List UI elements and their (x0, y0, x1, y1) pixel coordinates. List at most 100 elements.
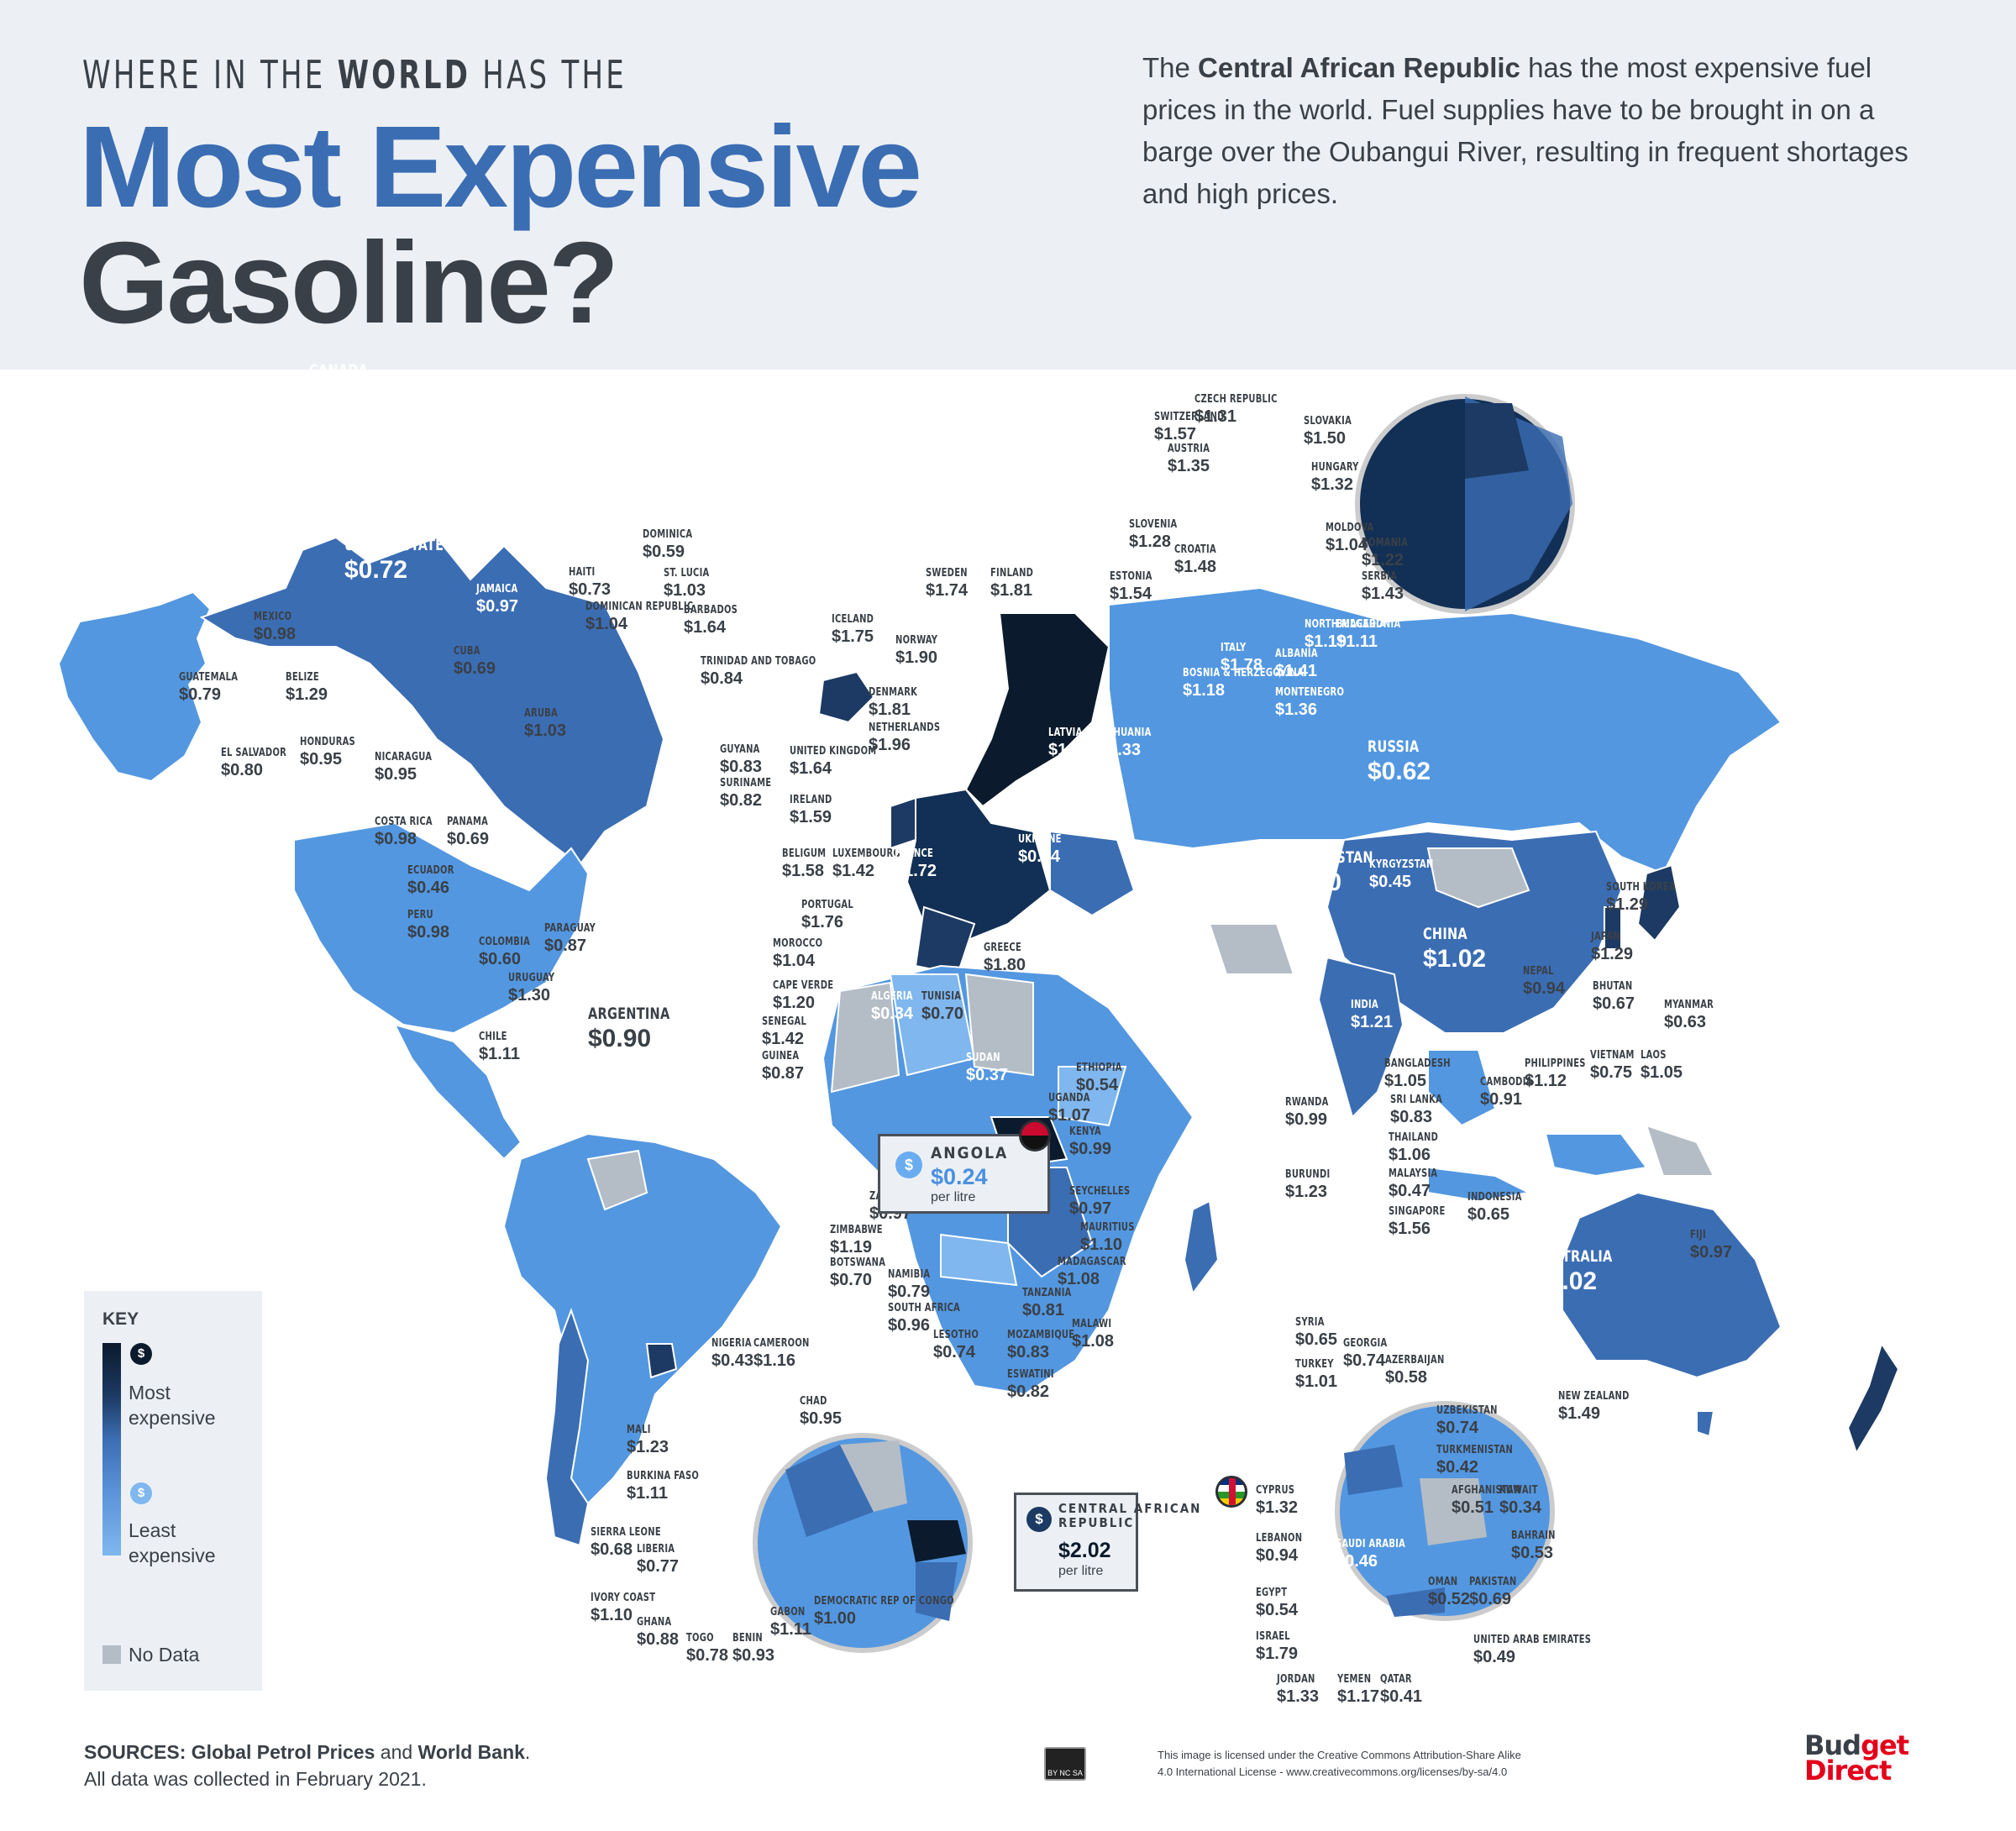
country-label: SERBIA $1.43 (1362, 571, 1404, 603)
magnifier-west-africa (753, 1433, 973, 1653)
country-name: GUYANA (720, 743, 760, 756)
country-price: $0.94 (1018, 847, 1061, 866)
country-name: QATAR (1380, 1673, 1412, 1686)
country-price: $1.76 (801, 912, 844, 931)
country-price: $1.08 (1072, 1331, 1115, 1351)
country-name: TURKMENISTAN (1436, 1444, 1514, 1456)
callout-unit: per litre (931, 1190, 976, 1204)
country-price: $1.11 (627, 1483, 668, 1503)
country-label: PHILIPPINES $1.12 (1525, 1058, 1597, 1090)
country-label: JORDAN $1.33 (1277, 1674, 1322, 1706)
country-price: $0.34 (871, 1004, 914, 1023)
callout-country-name: CENTRAL AFRICAN REPUBLIC (1058, 1501, 1202, 1530)
country-price: $0.98 (375, 829, 417, 848)
country-name: NORTH MACEDONIA (1305, 618, 1401, 631)
country-label: UZBEKISTAN $0.74 (1436, 1405, 1509, 1437)
country-label: KENYA $0.99 (1069, 1126, 1111, 1158)
country-name: KUWAIT (1499, 1484, 1538, 1497)
country-name: SLOVENIA (1129, 518, 1178, 531)
country-name: ST. LUCIA (664, 567, 710, 580)
country-price: $1.64 (790, 758, 832, 778)
country-name: UKRAINE (1018, 833, 1062, 846)
country-label: CYPRUS $1.32 (1256, 1485, 1301, 1517)
country-price: $1.57 (1154, 424, 1197, 443)
country-name: THAILAND (1389, 1131, 1439, 1144)
country-label: BOSNIA & HERZEGOVINA $1.18 (1183, 668, 1326, 700)
country-price: $1.50 (1304, 428, 1347, 448)
country-label: GEORGIA $0.74 (1343, 1338, 1395, 1370)
page-title-line2: Gasoline? (79, 218, 619, 348)
country-name: SERBIA (1362, 570, 1398, 583)
country-name: MALI (627, 1424, 651, 1436)
country-name: BARBADOS (684, 604, 738, 616)
world-map (57, 394, 1900, 1653)
country-price: $0.65 (1467, 1204, 1510, 1224)
country-name: LIBERIA (637, 1543, 675, 1556)
legend: KEY $ Most expensive $ Least expensive N… (84, 1291, 262, 1691)
country-price: $0.34 (1499, 1498, 1542, 1517)
country-name: CYPRUS (1256, 1484, 1295, 1497)
country-name: HONDURAS (300, 736, 355, 748)
country-label: SRI LANKA $0.83 (1390, 1094, 1452, 1126)
country-price: $0.79 (179, 685, 222, 704)
country-price: $1.81 (990, 580, 1033, 600)
country-label: QATAR $0.41 (1380, 1674, 1422, 1706)
country-name: BRAZIL (652, 809, 703, 827)
country-name: HUNGARY (1311, 461, 1359, 474)
country-label: GUYANA $0.83 (720, 744, 767, 776)
country-price: $1.10 (591, 1605, 633, 1624)
country-price: $0.91 (1480, 1089, 1523, 1109)
country-price: $0.95 (300, 749, 343, 769)
country-price: $1.03 (524, 721, 567, 740)
country-price: $1.54 (1110, 584, 1152, 603)
country-name: IVORY COAST (591, 1592, 656, 1604)
country-label: CROATIA $1.48 (1174, 544, 1224, 576)
country-price: $1.22 (1362, 550, 1404, 569)
country-price: $1.08 (1058, 1269, 1100, 1288)
legend-no-data-label: No Data (129, 1644, 200, 1666)
country-label: BELIGUM $1.58 (782, 848, 834, 880)
country-label: NAMIBIA $0.79 (888, 1269, 937, 1301)
country-name: ECUADOR (407, 864, 454, 877)
dollar-coin-icon: $ (1026, 1507, 1052, 1532)
country-name: SIERRA LEONE (591, 1526, 661, 1539)
country-label: MALAYSIA $0.47 (1389, 1168, 1446, 1200)
country-price: $0.51 (1452, 1498, 1494, 1517)
country-name: SOUTH AFRICA (888, 1302, 961, 1314)
country-name: SINGAPORE (1389, 1205, 1446, 1218)
country-price: $0.74 (1343, 1351, 1386, 1370)
country-price: $1.05 (1384, 1071, 1427, 1090)
country-price: $0.98 (407, 922, 450, 942)
legend-gradient-bar (102, 1343, 121, 1556)
country-label: SENEGAL $1.42 (762, 1016, 814, 1048)
country-name: CHINA (1423, 925, 1467, 943)
country-label: SYRIA $0.65 (1295, 1317, 1337, 1349)
country-name: ETHIOPIA (1076, 1062, 1122, 1074)
country-label: GREECE $1.80 (984, 942, 1028, 974)
country-price: $0.82 (1007, 1382, 1050, 1401)
country-price: $1.33 (1099, 740, 1142, 759)
country-price: $1.02 (1423, 944, 1487, 973)
asia (1108, 586, 1782, 1203)
country-price: $1.23 (627, 1437, 669, 1456)
country-label: PERU $0.98 (407, 910, 449, 942)
country-price: $1.41 (1275, 661, 1318, 680)
country-name: GREECE (984, 942, 1022, 954)
country-price: $1.29 (1606, 895, 1649, 914)
country-label: PARAGUAY $0.87 (544, 923, 605, 955)
country-name: MONTENEGRO (1275, 686, 1345, 699)
country-label: BANGLADESH $1.05 (1384, 1058, 1462, 1090)
country-name: SENEGAL (762, 1015, 807, 1028)
country-name: ITALY (1221, 642, 1247, 654)
country-label: PORTUGAL $1.76 (801, 900, 863, 931)
country-name: LUXEMBOURG (832, 847, 900, 860)
country-name: BOLIVIA (591, 862, 630, 874)
south-america (502, 1132, 783, 1547)
country-name: NICARAGUA (375, 751, 433, 763)
country-name: SUDAN (966, 1052, 1000, 1064)
country-name: INDONESIA (1467, 1191, 1522, 1204)
country-name: DOMINICAN REPUBLIC (585, 601, 694, 613)
country-label: KYRGYZSTAN $0.45 (1369, 859, 1445, 891)
country-price: $1.00 (814, 1608, 857, 1628)
country-name: KENYA (1069, 1125, 1101, 1138)
